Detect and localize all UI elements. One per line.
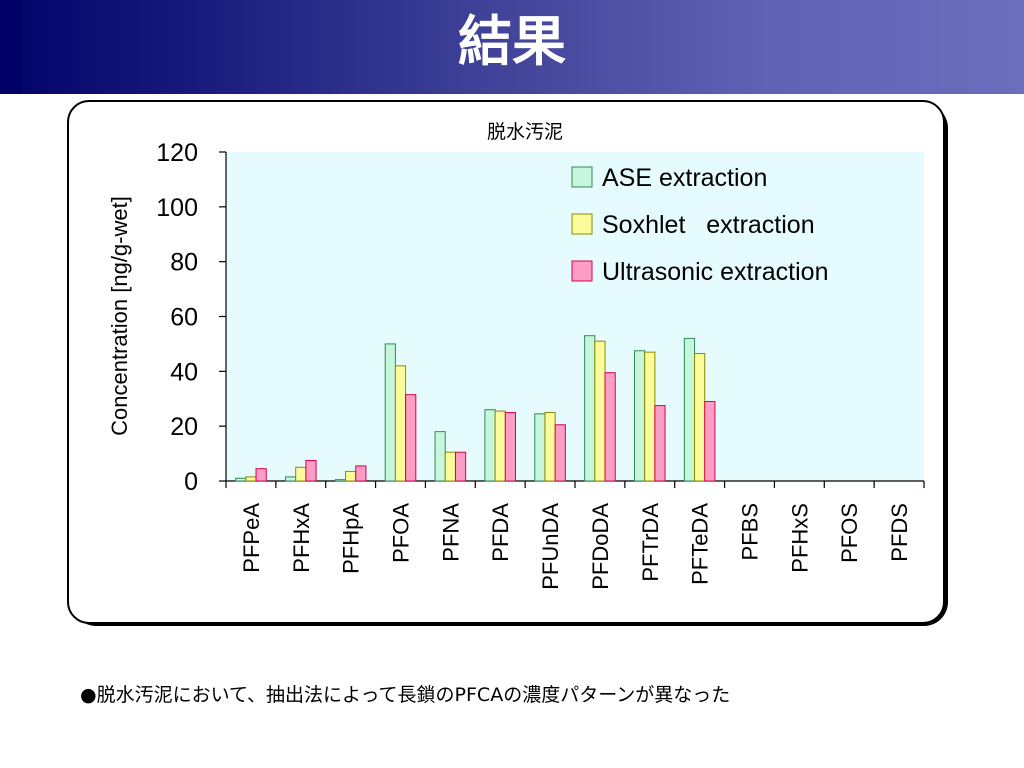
bar-PFDoDA-series-1 [584, 335, 596, 482]
x-tick-label: PFDS [887, 503, 912, 562]
x-tick-label: PFOS [837, 503, 862, 563]
bar-PFDoDA-series-2 [594, 340, 606, 482]
bar-PFOA-series-1 [384, 343, 396, 482]
bar-PFUnDA-series-2 [544, 411, 556, 482]
y-tick-label: 20 [170, 413, 198, 441]
x-tick-label: PFNA [438, 503, 463, 562]
y-tick-label: 0 [184, 468, 198, 496]
title-bar-accent [0, 0, 22, 94]
x-tick-label: PFOA [389, 503, 414, 563]
legend-swatch [571, 166, 593, 188]
x-tick-label: PFTeDA [688, 503, 713, 585]
x-tick-label: PFPeA [239, 503, 264, 573]
title-bar [0, 0, 1024, 94]
y-tick-label: 80 [170, 249, 198, 277]
y-tick-label: 40 [170, 358, 198, 386]
bar-PFDA-series-1 [484, 409, 496, 482]
bar-PFPeA-series-2 [245, 476, 257, 482]
bar-PFDA-series-2 [494, 410, 506, 482]
bar-PFOA-series-2 [394, 365, 407, 482]
x-tick-label: PFUnDA [538, 503, 563, 590]
plot-area [226, 152, 924, 481]
bar-PFNA-series-2 [444, 451, 456, 482]
bar-PFHpA-series-2 [345, 470, 357, 482]
bar-PFNA-series-1 [434, 431, 446, 482]
y-axis-label: Concentration [ng/g-wet] [107, 196, 132, 436]
bar-PFDoDA-series-3 [604, 372, 616, 482]
legend-label: Ultrasonic extraction [602, 258, 828, 286]
y-tick-label: 100 [156, 194, 198, 222]
bar-PFNA-series-3 [454, 451, 467, 482]
bar-PFDA-series-3 [504, 411, 517, 482]
bar-PFTrDA-series-3 [654, 405, 666, 482]
bar-PFHpA-series-3 [355, 465, 367, 482]
bar-PFHxA-series-1 [284, 476, 297, 482]
x-tick-label: PFHxS [787, 503, 812, 573]
x-tick-label: PFDA [488, 503, 513, 562]
x-tick-label: PFHxA [289, 503, 314, 573]
y-tick-label: 60 [170, 304, 198, 332]
y-tick-label: 120 [156, 139, 198, 167]
bar-PFTrDA-series-1 [633, 350, 646, 482]
bar-PFTeDA-series-3 [704, 400, 716, 482]
x-tick-label: PFTrDA [638, 503, 663, 582]
bar-PFOA-series-3 [405, 394, 417, 482]
bar-PFHxA-series-3 [305, 459, 317, 482]
bar-PFTrDA-series-2 [644, 351, 656, 482]
bar-PFTeDA-series-1 [683, 337, 696, 482]
legend-swatch [571, 213, 593, 235]
x-tick-label: PFDoDA [588, 503, 613, 590]
legend-swatch [571, 260, 593, 282]
bar-PFUnDA-series-1 [534, 413, 546, 482]
x-tick-label: PFBS [738, 503, 763, 560]
slide-title: 結果 [458, 10, 566, 73]
bar-PFHxA-series-2 [295, 466, 307, 482]
legend-label: ASE extraction [602, 164, 767, 192]
chart-title: 脱水汚泥 [487, 121, 563, 143]
bar-PFPeA-series-1 [235, 477, 247, 482]
legend-label: Soxhlet extraction [602, 211, 815, 239]
bar-PFHpA-series-1 [334, 479, 347, 482]
slide-caption: ●脱水汚泥において、抽出法によって長鎖のPFCAの濃度パターンが異なった [80, 684, 731, 706]
bar-PFPeA-series-3 [255, 468, 267, 482]
bar-PFTeDA-series-2 [694, 353, 706, 482]
x-tick-label: PFHpA [339, 503, 364, 574]
bar-PFUnDA-series-3 [554, 424, 566, 482]
